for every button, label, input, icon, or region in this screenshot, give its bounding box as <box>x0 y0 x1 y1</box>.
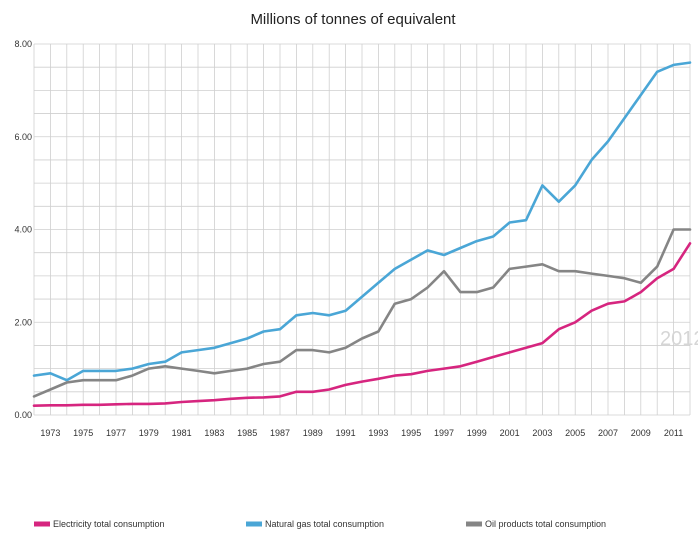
x-tick-label: 1983 <box>204 428 224 438</box>
y-tick-label: 8.00 <box>14 39 32 49</box>
x-tick-label: 2001 <box>500 428 520 438</box>
x-tick-label: 2005 <box>565 428 585 438</box>
y-tick-label: 0.00 <box>14 410 32 420</box>
x-tick-label: 1973 <box>40 428 60 438</box>
series-line <box>32 228 692 398</box>
x-tick-label: 2007 <box>598 428 618 438</box>
y-axis-ticks: 0.00 2.00 4.00 6.00 8.00 <box>14 39 32 420</box>
x-tick-label: 1991 <box>336 428 356 438</box>
x-tick-label: 1995 <box>401 428 421 438</box>
x-tick-label: 1975 <box>73 428 93 438</box>
chart-title: Millions of tonnes of equivalent <box>250 11 456 28</box>
y-tick-label: 2.00 <box>14 317 32 327</box>
series-line <box>32 242 692 407</box>
x-tick-label: 1993 <box>368 428 388 438</box>
x-tick-label: 1997 <box>434 428 454 438</box>
x-tick-label: 2003 <box>532 428 552 438</box>
legend-label: Natural gas total consumption <box>265 519 384 529</box>
series-line <box>32 61 692 382</box>
y-tick-label: 4.00 <box>14 225 32 235</box>
year-watermark: 2012 <box>660 328 698 350</box>
x-axis-ticks: 1973 1975 1977 1979 1981 1983 1985 1987 1989 1991… <box>40 428 683 438</box>
x-tick-label: 1979 <box>139 428 159 438</box>
x-tick-label: 1989 <box>303 428 323 438</box>
x-tick-label: 1977 <box>106 428 126 438</box>
y-tick-label: 6.00 <box>14 132 32 142</box>
legend-label: Oil products total consumption <box>485 519 606 529</box>
legend-label: Electricity total consumption <box>53 519 165 529</box>
x-tick-label: 1987 <box>270 428 290 438</box>
x-tick-label: 2009 <box>631 428 651 438</box>
x-tick-label: 2011 <box>664 428 683 438</box>
series-lines <box>32 61 692 407</box>
legend: Electricity total consumption Natural gas… <box>34 519 606 529</box>
x-tick-label: 1985 <box>237 428 257 438</box>
x-tick-label: 1981 <box>172 428 192 438</box>
x-tick-label: 1999 <box>467 428 487 438</box>
grid <box>33 43 691 416</box>
